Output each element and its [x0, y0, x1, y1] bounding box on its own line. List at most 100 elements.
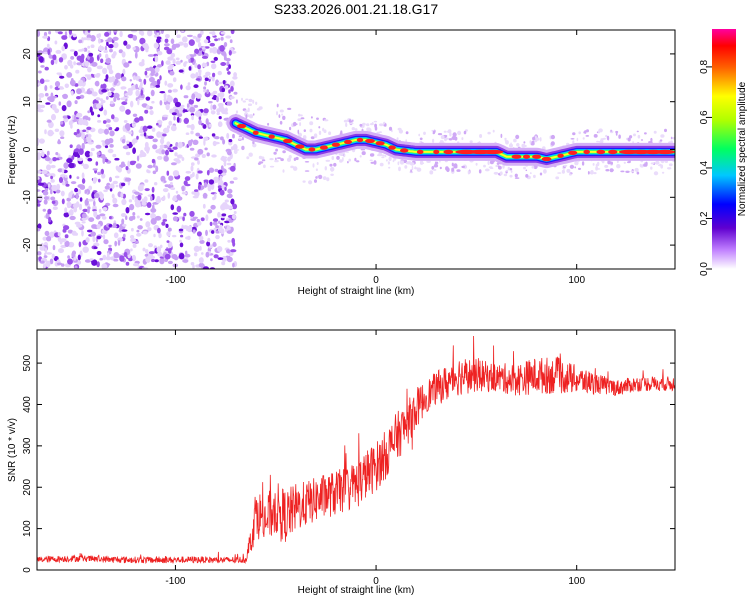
- noise-speck: [206, 90, 209, 95]
- noise-speck: [37, 170, 42, 174]
- noise-speck: [228, 50, 232, 56]
- noise-speck: [192, 172, 195, 177]
- noise-speck: [211, 154, 217, 158]
- noise-speck: [78, 79, 84, 87]
- noise-speck: [174, 101, 181, 108]
- noise-speck: [227, 150, 232, 156]
- noise-speck: [136, 203, 142, 208]
- noise-speck: [203, 39, 209, 44]
- scatter-speck: [636, 171, 640, 175]
- scatter-speck: [610, 129, 612, 132]
- noise-speck: [111, 193, 115, 199]
- ridge-peak: [400, 148, 409, 153]
- noise-speck: [147, 125, 153, 129]
- scatter-speck: [507, 166, 510, 171]
- scatter-speck: [348, 119, 352, 123]
- scatter-speck: [316, 117, 319, 120]
- scatter-speck: [273, 151, 277, 155]
- noise-speck: [138, 30, 143, 35]
- ridge-peak: [608, 149, 618, 155]
- noise-speck: [169, 70, 175, 76]
- noise-speck: [171, 112, 177, 116]
- scatter-speck: [509, 143, 513, 148]
- noise-speck: [197, 42, 202, 48]
- scatter-speck: [590, 170, 594, 175]
- ridge-peak: [511, 154, 522, 159]
- noise-speck: [111, 76, 116, 82]
- noise-speck: [181, 185, 185, 192]
- noise-speck: [109, 176, 112, 183]
- noise-speck: [102, 254, 107, 261]
- noise-speck: [150, 195, 153, 202]
- noise-speck: [172, 146, 178, 150]
- noise-speck: [99, 213, 106, 217]
- scatter-speck: [523, 166, 526, 170]
- noise-speck: [170, 125, 177, 132]
- noise-speck: [45, 260, 51, 268]
- noise-speck: [163, 155, 169, 162]
- scatter-speck: [539, 137, 542, 142]
- scatter-speck: [593, 172, 597, 175]
- noise-speck: [98, 53, 102, 58]
- scatter-speck: [637, 134, 641, 139]
- scatter-speck: [525, 174, 529, 178]
- noise-speck: [37, 104, 42, 110]
- noise-speck: [232, 143, 238, 151]
- noise-speck: [125, 151, 131, 156]
- noise-speck: [116, 97, 121, 101]
- noise-speck: [104, 185, 110, 190]
- scatter-speck: [318, 174, 323, 180]
- noise-speck: [87, 30, 91, 33]
- noise-speck: [139, 153, 143, 158]
- noise-speck: [208, 167, 215, 173]
- scatter-speck: [304, 161, 310, 163]
- ridge-peak: [596, 149, 606, 155]
- noise-speck: [155, 149, 161, 154]
- scatter-speck: [300, 114, 303, 117]
- noise-speck: [151, 258, 155, 263]
- noise-speck: [123, 251, 128, 258]
- noise-speck: [176, 34, 181, 38]
- noise-speck: [132, 46, 136, 51]
- noise-speck: [130, 238, 137, 243]
- scatter-speck: [599, 139, 604, 144]
- noise-speck: [37, 251, 42, 256]
- scatter-speck: [452, 132, 457, 137]
- scatter-speck: [451, 167, 455, 172]
- noise-speck: [183, 117, 189, 124]
- noise-speck: [220, 62, 227, 66]
- noise-speck: [179, 239, 182, 243]
- noise-speck: [71, 230, 77, 236]
- scatter-speck: [623, 161, 626, 164]
- noise-speck: [233, 72, 238, 78]
- noise-speck: [153, 233, 156, 238]
- noise-speck: [105, 74, 109, 80]
- noise-speck: [187, 82, 191, 86]
- noise-speck: [148, 251, 156, 255]
- noise-speck: [175, 142, 179, 147]
- noise-speck: [102, 120, 107, 124]
- noise-speck: [51, 253, 55, 259]
- noise-speck: [228, 89, 231, 94]
- noise-speck: [73, 115, 77, 122]
- noise-speck: [86, 90, 93, 95]
- noise-speck: [81, 230, 84, 237]
- scatter-speck: [336, 155, 340, 160]
- noise-speck: [137, 98, 140, 106]
- scatter-speck: [672, 136, 675, 140]
- noise-speck: [72, 33, 77, 38]
- noise-speck: [165, 149, 169, 156]
- noise-speck: [191, 191, 196, 195]
- noise-speck: [61, 45, 65, 52]
- noise-speck: [167, 260, 173, 265]
- noise-speck: [159, 75, 162, 81]
- noise-speck: [161, 149, 166, 155]
- noise-speck: [102, 207, 108, 211]
- noise-speck: [211, 133, 216, 137]
- scatter-speck: [304, 170, 310, 172]
- noise-speck: [145, 75, 149, 78]
- noise-speck: [77, 254, 81, 261]
- scatter-speck: [269, 158, 274, 161]
- x-tick-label: 100: [568, 576, 585, 587]
- scatter-speck: [596, 168, 601, 170]
